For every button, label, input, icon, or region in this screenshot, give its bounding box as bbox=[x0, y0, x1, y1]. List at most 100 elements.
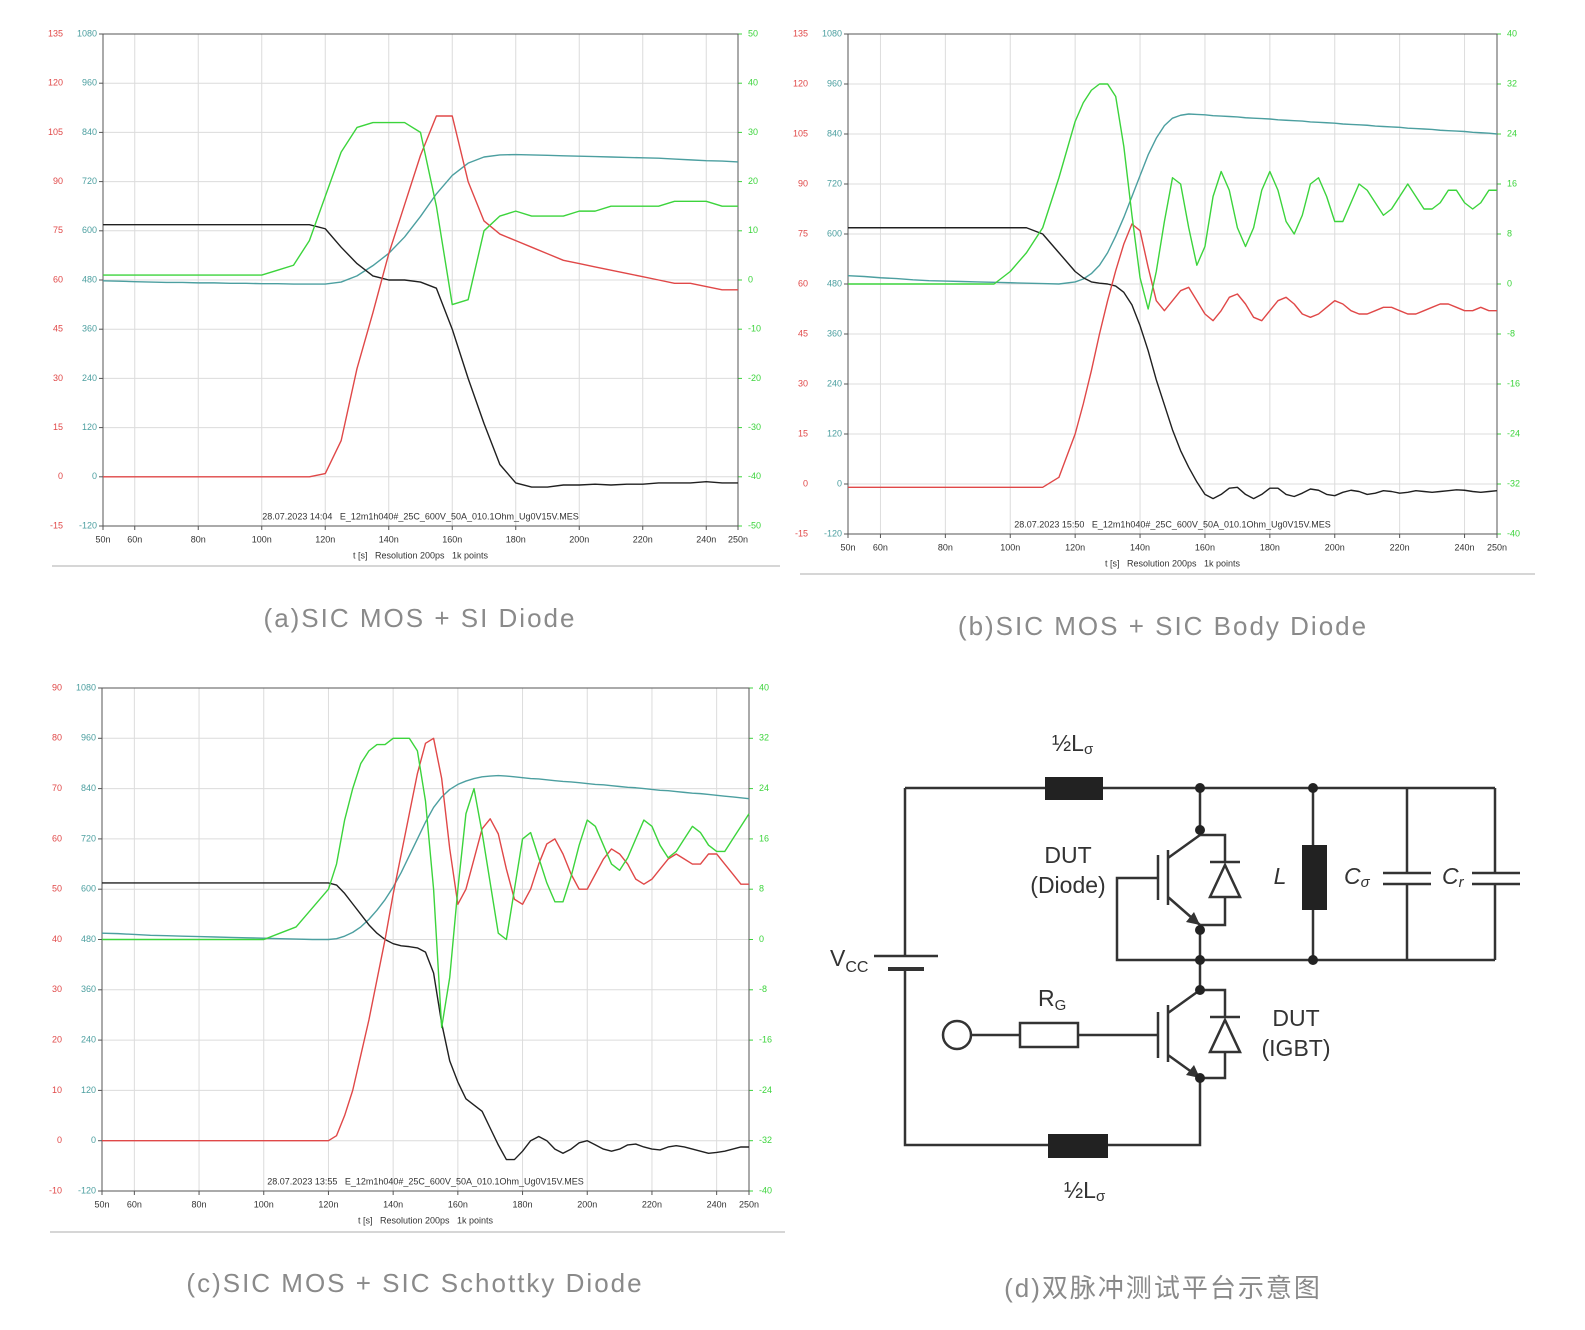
y2-tick-label: 32 bbox=[759, 733, 769, 743]
resistor bbox=[1018, 1021, 1080, 1049]
x-tick-label: 120n bbox=[1065, 542, 1085, 552]
inductor bbox=[1048, 1134, 1108, 1158]
y-tick-label: 840 bbox=[827, 128, 842, 138]
y2-tick-label: -24 bbox=[1507, 428, 1520, 438]
x-tick-label: 50n bbox=[840, 542, 855, 552]
y-tick-label: 840 bbox=[82, 127, 97, 137]
diode bbox=[1200, 833, 1240, 927]
x-tick-label: 160n bbox=[448, 1199, 468, 1209]
label: DUT bbox=[1272, 1005, 1319, 1031]
y-tick-label: -120 bbox=[79, 520, 97, 530]
y3-tick-label: 105 bbox=[48, 127, 63, 137]
x-tick-label: 80n bbox=[192, 1199, 207, 1209]
x-tick-label: 240n bbox=[696, 534, 716, 544]
x-tick-label: 140n bbox=[1130, 542, 1150, 552]
x-tick-label: 80n bbox=[938, 542, 953, 552]
x-tick-label: 60n bbox=[873, 542, 888, 552]
y-tick-label: 840 bbox=[81, 783, 96, 793]
y3-tick-label: 105 bbox=[793, 128, 808, 138]
y2-tick-label: 24 bbox=[1507, 128, 1517, 138]
x-tick-label: 50n bbox=[94, 1199, 109, 1209]
y2-tick-label: 0 bbox=[1507, 278, 1512, 288]
y2-tick-label: 50 bbox=[748, 28, 758, 38]
y-tick-label: 240 bbox=[82, 373, 97, 383]
y-tick-label: 480 bbox=[81, 934, 96, 944]
y2-tick-label: 40 bbox=[748, 78, 758, 88]
y3-tick-label: 60 bbox=[53, 274, 63, 284]
y2-tick-label: -16 bbox=[1507, 378, 1520, 388]
y-tick-label: 720 bbox=[81, 833, 96, 843]
y2-tick-label: 8 bbox=[1507, 228, 1512, 238]
y2-tick-label: 24 bbox=[759, 783, 769, 793]
y2-tick-label: -50 bbox=[748, 520, 761, 530]
inductor bbox=[1045, 777, 1103, 800]
x-tick-label: 240n bbox=[1455, 542, 1475, 552]
y2-tick-label: -40 bbox=[748, 471, 761, 481]
series-line bbox=[103, 223, 738, 488]
x-tick-label: 200n bbox=[1325, 542, 1345, 552]
y3-tick-label: 90 bbox=[53, 176, 63, 186]
y-tick-label: 0 bbox=[91, 1135, 96, 1145]
y-tick-label: 120 bbox=[827, 428, 842, 438]
y3-tick-label: 75 bbox=[53, 225, 63, 235]
y2-tick-label: -40 bbox=[1507, 528, 1520, 538]
y2-tick-label: -24 bbox=[759, 1085, 772, 1095]
y3-tick-label: 0 bbox=[803, 478, 808, 488]
y2-tick-label: -8 bbox=[1507, 328, 1515, 338]
y3-tick-label: -15 bbox=[795, 528, 808, 538]
x-tick-label: 100n bbox=[252, 534, 272, 544]
gate-terminal bbox=[941, 1019, 973, 1051]
series-line bbox=[102, 737, 750, 1029]
capacitor bbox=[1472, 788, 1520, 960]
y2-tick-label: 8 bbox=[759, 884, 764, 894]
y3-tick-label: 120 bbox=[48, 78, 63, 88]
label-main: V bbox=[830, 945, 846, 971]
y3-tick-label: 135 bbox=[48, 28, 63, 38]
diode bbox=[1208, 1017, 1242, 1054]
label: (IGBT) bbox=[1262, 1035, 1331, 1061]
label: Cσ bbox=[1344, 863, 1371, 891]
y2-tick-label: -20 bbox=[748, 373, 761, 383]
x-tick-label: 160n bbox=[442, 534, 462, 544]
y-tick-label: 960 bbox=[82, 78, 97, 88]
y2-tick-label: 0 bbox=[748, 274, 753, 284]
y3-tick-label: 10 bbox=[52, 1085, 62, 1095]
label-sub: CC bbox=[845, 959, 868, 976]
y-tick-label: 360 bbox=[81, 984, 96, 994]
series-line bbox=[848, 223, 1497, 489]
x-tick-label: 120n bbox=[315, 534, 335, 544]
x-axis-label: t [s] Resolution 200ps 1k points bbox=[358, 1215, 494, 1225]
y3-tick-label: 60 bbox=[52, 833, 62, 843]
caption: (a)SIC MOS + SI Diode bbox=[264, 603, 577, 633]
label-sub: r bbox=[1459, 874, 1465, 891]
junction bbox=[1308, 783, 1318, 793]
wire bbox=[903, 788, 1202, 1147]
x-tick-label: 200n bbox=[577, 1199, 597, 1209]
y3-tick-label: 90 bbox=[798, 178, 808, 188]
y2-tick-label: 30 bbox=[748, 127, 758, 137]
x-tick-label: 100n bbox=[1000, 542, 1020, 552]
series-line bbox=[103, 121, 738, 306]
y3-tick-label: 30 bbox=[52, 984, 62, 994]
junction bbox=[1195, 955, 1205, 965]
series-line bbox=[847, 113, 1498, 285]
y-tick-label: 720 bbox=[827, 178, 842, 188]
plot-frame bbox=[102, 33, 739, 527]
annotation: 28.07.2023 14:04 E_12m1h040#_25C_600V_50… bbox=[262, 511, 578, 521]
y-tick-label: 960 bbox=[827, 78, 842, 88]
y-tick-label: 240 bbox=[81, 1034, 96, 1044]
caption: (d)双脉冲测试平台示意图 bbox=[1004, 1273, 1322, 1303]
y2-tick-label: -10 bbox=[748, 324, 761, 334]
y2-tick-label: -40 bbox=[759, 1185, 772, 1195]
label: ½Lσ bbox=[1052, 730, 1094, 758]
series-line bbox=[101, 774, 750, 941]
junction bbox=[1195, 1073, 1205, 1083]
label-sub: G bbox=[1055, 997, 1067, 1014]
y2-tick-label: 16 bbox=[759, 833, 769, 843]
y3-tick-label: 0 bbox=[58, 471, 63, 481]
y-tick-label: 0 bbox=[837, 478, 842, 488]
x-axis-label: t [s] Resolution 200ps 1k points bbox=[1105, 558, 1241, 568]
x-tick-label: 180n bbox=[506, 534, 526, 544]
y-tick-label: 360 bbox=[827, 328, 842, 338]
